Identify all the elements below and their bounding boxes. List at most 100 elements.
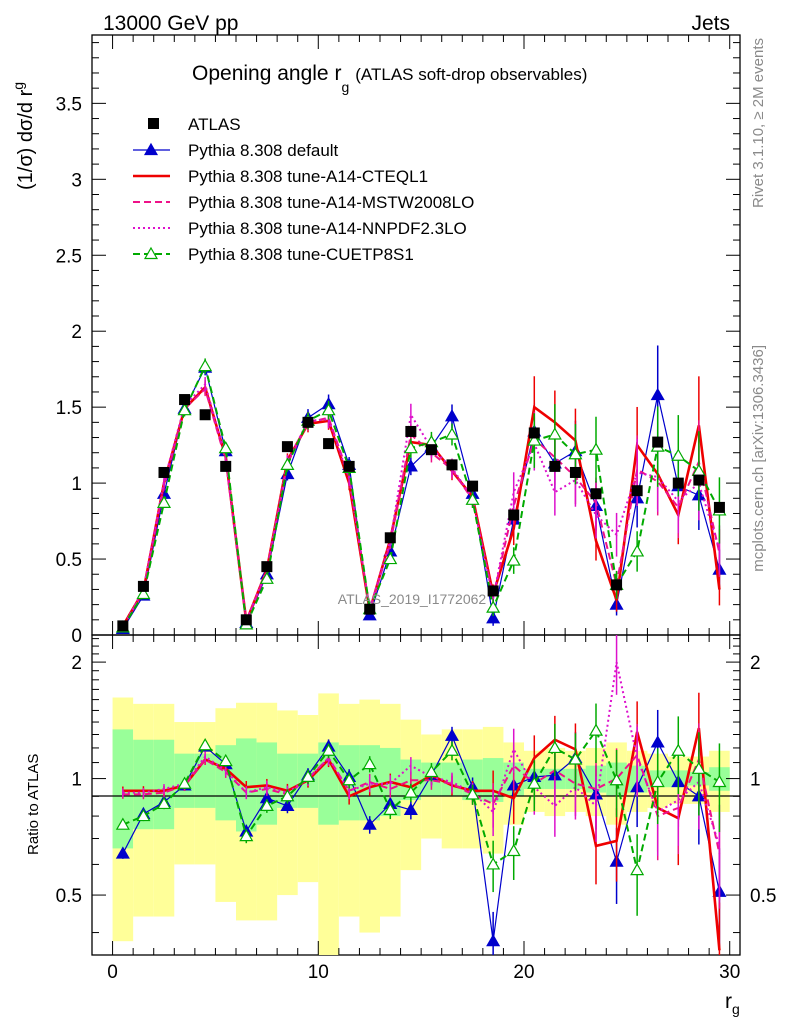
x-axis-title: rg [725, 990, 740, 1017]
atlas-point-20 [528, 427, 540, 439]
ratio-marker-4-5 [218, 753, 233, 767]
ratio-marker-4-22 [568, 752, 583, 765]
ratio-marker-4-19 [506, 843, 521, 857]
atlas-point-0 [117, 620, 129, 632]
y-axis-title-sub: g [10, 82, 26, 90]
ratio-marker-4-4 [198, 737, 213, 751]
marker-4-5 [218, 440, 233, 454]
atlas-point-1 [137, 580, 149, 592]
y-tick-label: 0 [71, 626, 82, 647]
series-line-4 [122, 363, 721, 629]
energy-label: 13000 GeV pp [103, 12, 238, 35]
process-label: Jets [691, 12, 730, 35]
ratio-marker-4-7 [259, 798, 274, 811]
ratio-frame [91, 634, 741, 956]
x-tick-label: 30 [719, 962, 740, 983]
chart-title-sub: g [341, 79, 349, 95]
legend-label-0: Pythia 8.308 default [188, 141, 339, 160]
x-axis-title-sub: g [732, 1001, 740, 1017]
axis-ticks: 0 10 20 30 0 0.5 1 1.5 2 2.5 3 3.5 0.5 0.5 1 1 2 2 [56, 35, 776, 983]
legend-label-4: Pythia 8.308 tune-CUETP8S1 [188, 245, 414, 264]
atlas-point-8 [281, 441, 293, 453]
ratio-line-4 [122, 728, 720, 871]
marker-4-10 [321, 402, 336, 416]
ratio-line-3 [122, 661, 721, 847]
ratio-tick-label-left: 0.5 [56, 886, 82, 907]
atlas-point-26 [652, 436, 664, 448]
legend: ATLAS Pythia 8.308 default Pythia 8.308 tu… [133, 115, 474, 264]
marker-4-8 [280, 457, 295, 470]
legend-atlas-label: ATLAS [188, 115, 241, 134]
ratio-axis-title: Ratio to ATLAS [25, 754, 42, 855]
atlas-point-17 [467, 480, 479, 492]
atlas-point-18 [487, 585, 499, 597]
legend-marker-0 [143, 142, 159, 156]
ratio-marker-4-25 [630, 862, 645, 876]
y-tick-label: 1.5 [56, 398, 82, 419]
atlas-point-12 [364, 603, 376, 615]
ratio-marker-0-26 [650, 735, 665, 748]
ratio-marker-4-29 [712, 774, 727, 788]
ratio-marker-4-12 [362, 756, 377, 770]
ratio-marker-4-1 [136, 808, 151, 822]
ratio-series-layer [115, 635, 727, 955]
legend-atlas-marker [148, 118, 159, 129]
analysis-watermark: ATLAS_2019_I1772062 [338, 591, 487, 607]
y-axis-title: (1/σ) dσ/d rg [10, 82, 37, 190]
ratio-tick-label-right: 0.5 [750, 886, 776, 907]
marker-4-25 [630, 544, 645, 557]
atlas-point-13 [384, 532, 396, 544]
marker-4-4 [198, 358, 213, 372]
site-label: mcplots.cern.ch [arXiv:1306.3436] [750, 345, 767, 572]
ratio-marker-4-17 [465, 787, 480, 800]
marker-4-18 [486, 600, 501, 613]
ratio-marker-0-0 [115, 846, 130, 859]
ratio-marker-4-24 [609, 773, 624, 786]
ratio-marker-0-14 [403, 802, 418, 815]
atlas-point-10 [323, 438, 335, 450]
marker-4-20 [527, 433, 542, 446]
x-tick-label: 20 [513, 962, 534, 983]
ratio-marker-4-8 [280, 789, 295, 802]
y-tick-label: 2.5 [56, 246, 82, 267]
marker-4-1 [136, 586, 151, 600]
ratio-marker-4-10 [321, 743, 336, 756]
x-tick-label: 10 [308, 962, 329, 983]
legend-marker-4 [143, 246, 159, 260]
marker-4-7 [259, 571, 274, 584]
ratio-tick-label-left: 1 [71, 770, 82, 791]
inner-band-8 [277, 753, 298, 808]
ratio-marker-4-0 [115, 817, 130, 830]
marker-0-16 [444, 409, 460, 422]
atlas-point-11 [343, 460, 355, 472]
y-tick-label: 3.5 [56, 94, 82, 115]
atlas-point-5 [220, 460, 232, 472]
atlas-point-16 [446, 459, 458, 471]
ratio-tick-label-right: 1 [750, 770, 761, 791]
ratio-marker-4-28 [691, 761, 706, 774]
marker-4-22 [568, 447, 583, 460]
ratio-marker-4-21 [547, 740, 562, 754]
atlas-point-24 [611, 579, 623, 591]
ratio-marker-4-15 [424, 764, 439, 778]
legend-label-3: Pythia 8.308 tune-A14-NNPDF2.3LO [188, 219, 467, 238]
atlas-point-23 [590, 488, 602, 500]
ratio-marker-4-9 [300, 769, 316, 783]
atlas-point-4 [199, 409, 211, 421]
atlas-point-14 [405, 425, 417, 437]
marker-0-26 [650, 387, 665, 401]
chart-title-main: Opening angle r [192, 62, 341, 85]
legend-label-2: Pythia 8.308 tune-A14-MSTW2008LO [188, 193, 474, 212]
marker-4-19 [506, 553, 521, 566]
ratio-marker-4-2 [156, 796, 172, 810]
atlas-point-29 [713, 501, 725, 513]
marker-4-2 [156, 495, 172, 508]
ratio-marker-4-16 [444, 743, 460, 756]
data-points-layer [117, 394, 725, 632]
atlas-point-22 [569, 466, 581, 478]
marker-4-23 [588, 442, 604, 455]
x-axis-title-main: r [725, 990, 732, 1013]
chart-title: Opening angle rg (ATLAS soft-drop observa… [192, 62, 587, 95]
ratio-marker-4-13 [383, 802, 398, 815]
marker-4-21 [547, 427, 562, 440]
